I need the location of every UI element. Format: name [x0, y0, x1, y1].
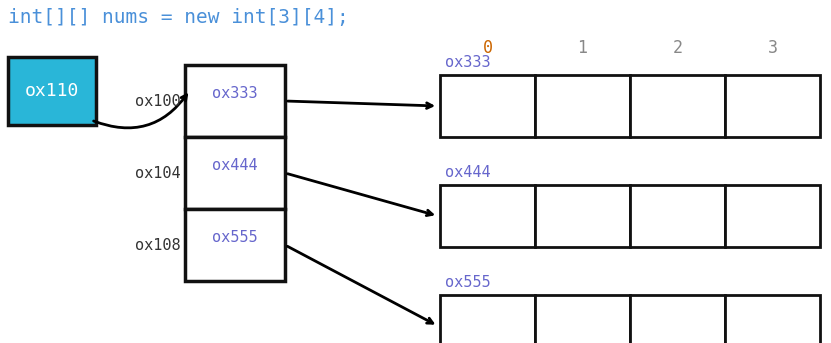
Text: ox333: ox333	[212, 86, 258, 101]
Text: 2: 2	[672, 39, 682, 57]
Bar	[185, 209, 285, 281]
Bar	[440, 75, 535, 137]
Text: ox104: ox104	[135, 166, 181, 180]
Bar	[440, 185, 535, 247]
Text: 1: 1	[578, 39, 588, 57]
Text: 0: 0	[483, 39, 493, 57]
Text: ox100: ox100	[135, 94, 181, 108]
Bar	[725, 75, 820, 137]
Bar	[535, 75, 630, 137]
Text: ox555: ox555	[212, 230, 258, 245]
Bar	[630, 295, 725, 343]
Bar	[185, 137, 285, 209]
Bar	[440, 295, 535, 343]
Text: 3: 3	[768, 39, 778, 57]
Bar	[725, 185, 820, 247]
Bar	[630, 185, 725, 247]
Bar	[725, 295, 820, 343]
Bar	[185, 65, 285, 137]
Text: ox555: ox555	[445, 275, 490, 290]
Text: ox444: ox444	[445, 165, 490, 180]
Bar	[8, 57, 96, 125]
Text: ox110: ox110	[25, 82, 79, 100]
Text: ox108: ox108	[135, 237, 181, 252]
Text: int[][] nums = new int[3][4];: int[][] nums = new int[3][4];	[8, 8, 349, 27]
Bar	[535, 295, 630, 343]
Text: ox444: ox444	[212, 158, 258, 173]
Bar	[535, 185, 630, 247]
Bar	[630, 75, 725, 137]
Text: ox333: ox333	[445, 55, 490, 70]
